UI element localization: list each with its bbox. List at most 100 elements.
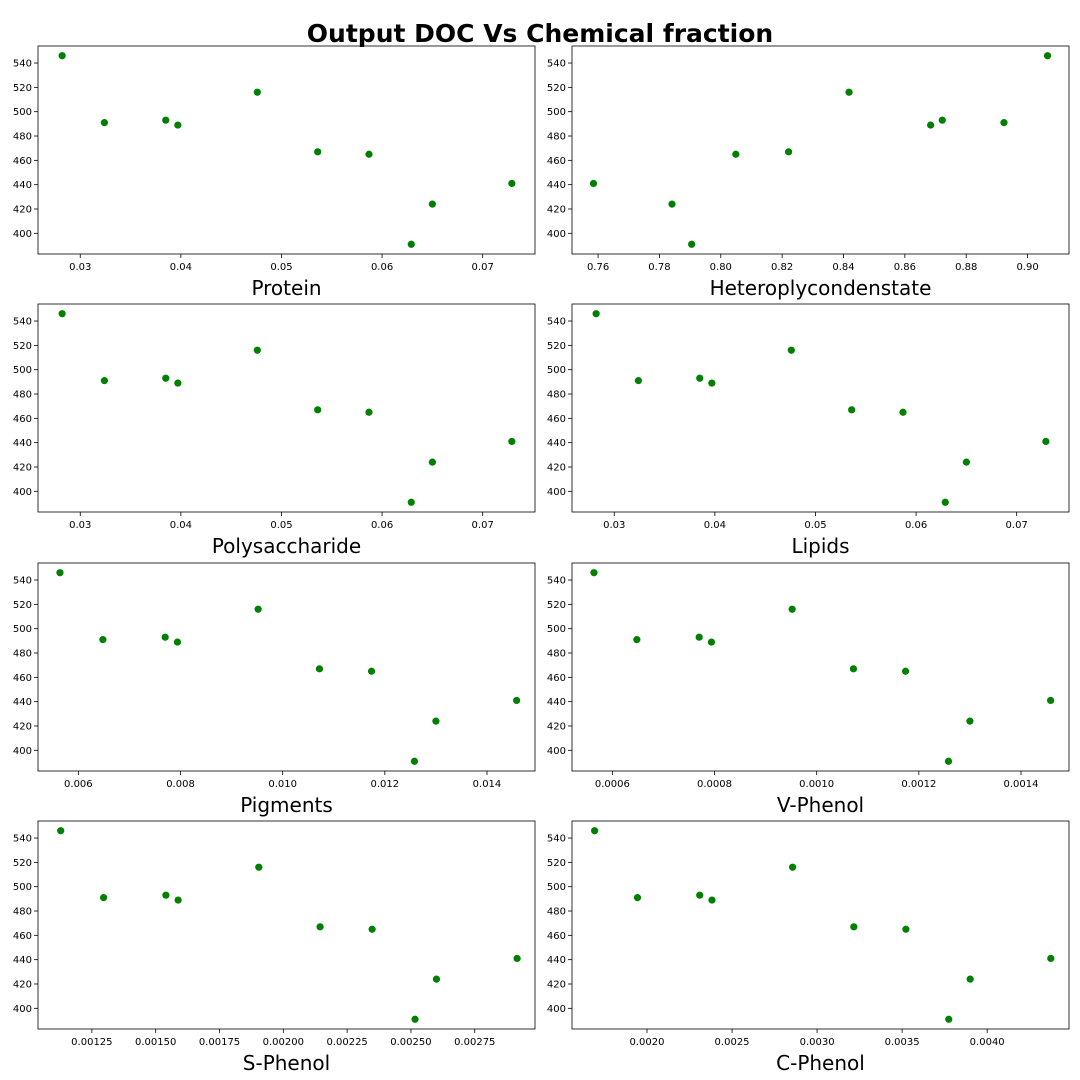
subplot-grid: 0.03 0.04 0.05 0.06 0.07 400 420 440 460 480 500 52… xyxy=(13,45,1070,1075)
data-point xyxy=(513,696,521,705)
data-point xyxy=(966,717,974,725)
y-tick-label: 480 xyxy=(13,649,32,660)
data-point xyxy=(173,638,182,646)
data-point xyxy=(56,569,64,577)
y-tick-label: 440 xyxy=(547,438,566,449)
data-point xyxy=(315,665,324,673)
data-point xyxy=(314,148,322,156)
data-point xyxy=(634,377,643,385)
y-tick-label: 420 xyxy=(547,204,566,215)
y-tick-label: 540 xyxy=(547,576,566,587)
axes-frame xyxy=(571,820,1070,1030)
y-tick-label: 420 xyxy=(547,462,566,473)
axes-frame xyxy=(571,45,1070,255)
y-tick-label: 500 xyxy=(13,882,32,893)
data-point xyxy=(668,200,676,208)
data-point xyxy=(787,346,795,354)
y-tick-label: 540 xyxy=(13,59,32,70)
x-tick-label: 0.0025 xyxy=(715,1037,750,1048)
y-tick-label: 540 xyxy=(547,834,566,845)
y-tick-label: 440 xyxy=(13,180,32,191)
data-point xyxy=(688,240,696,248)
x-tick-label: 0.00175 xyxy=(199,1037,240,1048)
x-tick-label: 0.00275 xyxy=(454,1037,495,1048)
y-tick-label: 520 xyxy=(547,83,566,94)
x-tick-label: 0.03 xyxy=(69,262,91,273)
y-tick-label: 500 xyxy=(547,365,566,376)
data-point xyxy=(174,379,182,387)
data-point xyxy=(432,975,441,983)
y-tick-label: 420 xyxy=(13,979,32,990)
axes-frame xyxy=(571,562,1070,772)
data-point xyxy=(410,757,419,765)
y-tick-label: 480 xyxy=(13,132,32,143)
x-axis-label: S-Phenol xyxy=(243,1051,330,1075)
data-point xyxy=(58,310,66,318)
data-point xyxy=(411,1015,419,1023)
data-point xyxy=(254,605,262,613)
x-tick-label: 0.05 xyxy=(804,520,826,531)
y-tick-label: 540 xyxy=(547,59,566,70)
y-tick-label: 440 xyxy=(547,180,566,191)
data-point xyxy=(162,891,170,899)
data-point xyxy=(633,894,642,902)
data-point xyxy=(789,863,797,871)
data-point xyxy=(589,179,598,188)
y-tick-label: 440 xyxy=(13,955,32,966)
x-tick-label: 0.0020 xyxy=(630,1037,665,1048)
data-point xyxy=(174,896,182,904)
x-tick-label: 0.05 xyxy=(270,520,292,531)
data-point xyxy=(849,665,858,673)
y-tick-label: 460 xyxy=(13,931,32,942)
y-tick-label: 500 xyxy=(547,107,566,118)
y-tick-label: 540 xyxy=(13,317,32,328)
data-point xyxy=(1043,52,1052,60)
data-point xyxy=(253,346,261,354)
data-point xyxy=(162,374,170,382)
scatter-panel: 0.76 0.78 0.80 0.82 0.84 0.86 0.88 0.90 400 420 44… xyxy=(547,45,1070,300)
x-tick-label: 0.014 xyxy=(473,779,502,790)
data-point xyxy=(707,638,716,646)
y-tick-label: 520 xyxy=(547,858,566,869)
data-point xyxy=(174,121,182,129)
data-point xyxy=(845,88,853,96)
y-tick-label: 500 xyxy=(13,624,32,635)
data-point xyxy=(365,150,373,158)
y-tick-label: 420 xyxy=(547,979,566,990)
x-tick-label: 0.80 xyxy=(710,262,732,273)
y-tick-label: 500 xyxy=(13,365,32,376)
data-point xyxy=(99,636,107,644)
data-point xyxy=(407,498,415,506)
data-point xyxy=(962,458,970,466)
y-tick-label: 460 xyxy=(13,414,32,425)
x-tick-label: 0.00200 xyxy=(263,1037,304,1048)
x-tick-label: 0.00150 xyxy=(135,1037,176,1048)
x-tick-label: 0.008 xyxy=(166,779,195,790)
data-point xyxy=(732,150,740,158)
data-point xyxy=(508,437,516,446)
data-point xyxy=(368,925,376,933)
y-tick-label: 400 xyxy=(547,229,566,240)
x-tick-label: 0.00250 xyxy=(390,1037,431,1048)
y-tick-label: 480 xyxy=(547,390,566,401)
data-point xyxy=(927,121,935,129)
x-axis-label: C-Phenol xyxy=(776,1051,865,1075)
x-tick-label: 0.0040 xyxy=(970,1037,1005,1048)
x-tick-label: 0.03 xyxy=(603,520,625,531)
x-axis-label: Protein xyxy=(251,276,321,300)
data-point xyxy=(966,975,974,983)
axes-frame xyxy=(37,562,536,772)
x-tick-label: 0.00225 xyxy=(326,1037,367,1048)
data-point xyxy=(901,667,910,675)
data-point xyxy=(100,894,108,902)
scatter-panel: 0.03 0.04 0.05 0.06 0.07 400 420 440 460 480 500 52… xyxy=(13,303,536,558)
scatter-panel: 0.03 0.04 0.05 0.06 0.07 400 420 440 460 480 500 52… xyxy=(547,303,1070,558)
y-tick-label: 420 xyxy=(13,462,32,473)
data-point xyxy=(708,379,716,387)
x-tick-label: 0.0006 xyxy=(595,779,630,790)
y-tick-label: 460 xyxy=(13,156,32,167)
y-tick-label: 440 xyxy=(13,438,32,449)
figure-title: Output DOC Vs Chemical fraction xyxy=(307,19,773,48)
y-tick-label: 540 xyxy=(547,317,566,328)
